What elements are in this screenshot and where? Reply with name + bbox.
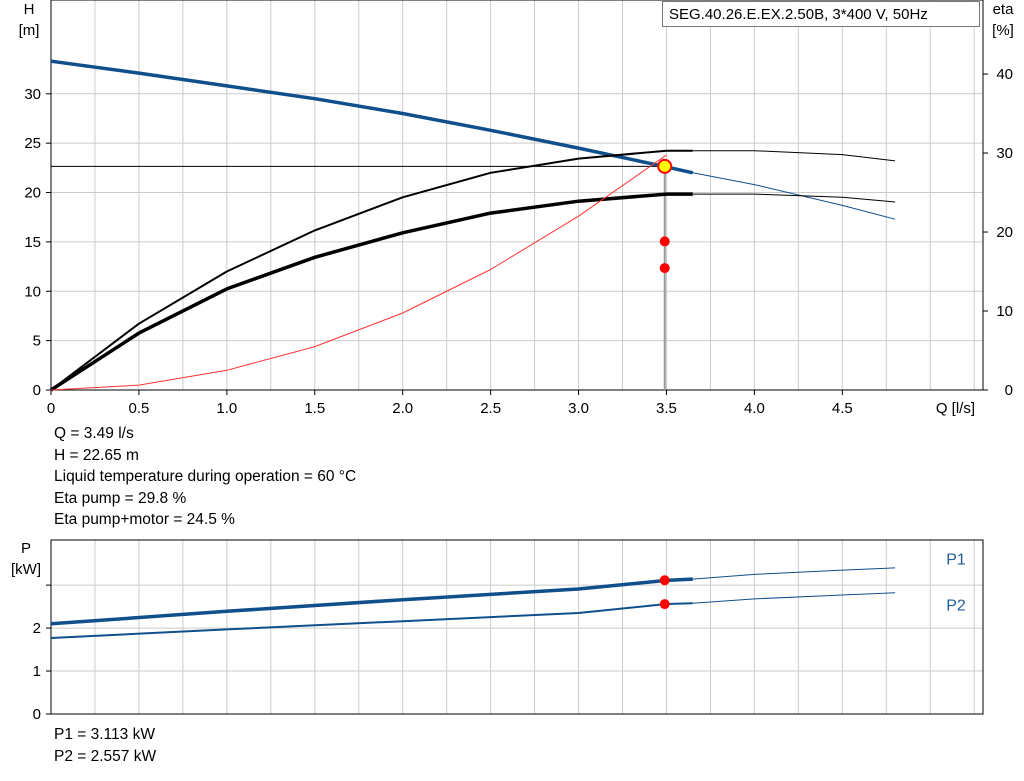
readout-p1: P1 = 3.113 kW [54, 726, 155, 743]
top-y-left-tick-label-1: 5 [33, 333, 41, 350]
curve-npsh [50, 154, 667, 391]
bottom-y-tick-label-1: 1 [33, 663, 41, 680]
series-label-p2: P2 [946, 597, 966, 614]
top-x-tick-label-4: 2.0 [392, 400, 413, 417]
power-readout: P1 = 3.113 kW P2 = 2.557 kW [54, 724, 156, 767]
y-left-axis-label-unit: [m] [19, 22, 40, 39]
readout-eta-pump: Eta pump = 29.8 % [54, 489, 187, 507]
readout-liquid-temperature: Liquid temperature during operation = 60… [54, 468, 357, 485]
y-right-axis-label-symbol: eta [993, 1, 1015, 18]
pump-model-label: SEG.40.26.E.EX.2.50B, 3*400 V, 50Hz [662, 1, 980, 27]
y-right-axis-label-unit: [%] [992, 22, 1014, 39]
top-plot-frame [50, 0, 984, 391]
top-x-tick-label-0: 0 [47, 400, 55, 417]
top-y-left-tick-label-6: 30 [24, 86, 41, 103]
curve-eta-total [50, 192, 693, 392]
top-x-tick-label-9: 4.5 [832, 400, 853, 417]
top-y-right-tick-label-3: 30 [996, 145, 1013, 162]
marker-eta-pump-pt [659, 236, 670, 247]
top-y-left-tick-label-2: 10 [24, 283, 41, 300]
curve-eta-pump-ext [692, 150, 896, 162]
readout-head: H = 22.65 m [54, 446, 139, 464]
top-x-tick-label-7: 3.5 [656, 400, 677, 417]
power-axis-label-symbol: P [21, 540, 31, 557]
series-label-p1: P1 [946, 551, 966, 568]
top-y-left-tick-label-4: 20 [24, 185, 41, 202]
top-y-right-tick-label-4: 40 [996, 66, 1013, 83]
curve-p2-ext [692, 592, 896, 604]
readout-eta-pump-motor: Eta pump+motor = 24.5 % [54, 511, 235, 528]
top-x-tick-label-1: 0.5 [128, 400, 149, 417]
top-x-tick-label-3: 1.5 [304, 400, 325, 417]
top-x-tick-label-5: 2.5 [480, 400, 501, 417]
curve-eta-pump [50, 149, 693, 391]
marker-eta-total-pt [659, 263, 670, 274]
top-y-left-tick-label-0: 0 [33, 382, 41, 399]
marker-p2-pt [659, 599, 670, 610]
y-left-axis-label-symbol: H [24, 1, 35, 18]
top-y-right-tick-label-1: 10 [996, 303, 1013, 320]
top-x-tick-label-2: 1.0 [216, 400, 237, 417]
head-efficiency-chart: 0 5 10 15 20 25 30 0 10 20 30 40 50 0 0.5 1.0 1.5 2.0 2.5 3… [19, 0, 1015, 417]
duty-point-marker [657, 158, 673, 174]
curve-head [50, 59, 694, 175]
curve-head-ext [692, 172, 896, 220]
curve-p2 [50, 602, 693, 639]
bottom-y-tick-label-0: 0 [33, 706, 41, 723]
power-chart: 0 1 2 P [kW] P1 P2 [11, 539, 984, 723]
curve-p1-ext [692, 567, 896, 580]
top-y-left-tick-label-3: 15 [24, 234, 41, 251]
top-x-tick-label-8: 4.0 [744, 400, 765, 417]
top-y-right-tick-label-2: 20 [996, 224, 1013, 241]
readout-flow: Q = 3.49 l/s [54, 425, 134, 442]
top-y-left-tick-label-5: 25 [24, 135, 41, 152]
top-y-right-tick-label-5: 50 [996, 0, 1013, 4]
curve-p1 [50, 577, 693, 626]
operating-point-readout: Q = 3.49 l/s H = 22.65 m Liquid temperat… [54, 423, 356, 531]
bottom-y-tick-label-2: 2 [33, 620, 41, 637]
power-axis-label-unit: [kW] [11, 561, 41, 578]
readout-p2: P2 = 2.557 kW [54, 747, 157, 765]
top-x-tick-label-6: 3.0 [568, 400, 589, 417]
x-axis-label: Q [l/s] [936, 400, 975, 417]
top-y-right-tick-label-0: 0 [1005, 382, 1013, 399]
marker-p1-pt [659, 575, 670, 586]
curve-eta-total-ext [692, 193, 896, 203]
bottom-plot-frame [50, 539, 984, 715]
